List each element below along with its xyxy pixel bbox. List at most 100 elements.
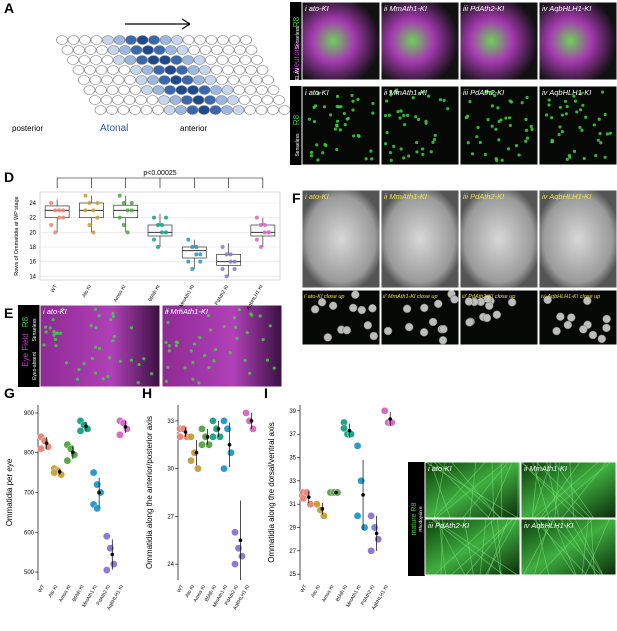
- fiber: [560, 518, 598, 576]
- significance-bracket: [56, 177, 264, 188]
- point: [249, 425, 257, 433]
- ommatidium: [244, 85, 257, 95]
- cell: [198, 335, 202, 340]
- cell: [321, 151, 325, 155]
- fiber: [451, 461, 500, 519]
- point: [49, 223, 54, 227]
- x-tick-label: Ato KI: [310, 584, 322, 599]
- ommatidium: [107, 65, 119, 75]
- point: [156, 245, 160, 249]
- cell: [316, 91, 320, 96]
- cell: [547, 103, 551, 107]
- ommatidium: [124, 75, 136, 85]
- fiber: [554, 461, 594, 519]
- cell: [581, 103, 585, 107]
- ommatidium: [112, 95, 124, 105]
- point: [53, 230, 58, 235]
- fiber: [436, 461, 506, 519]
- ommatidium: [56, 35, 68, 45]
- ommatidium: [211, 45, 223, 55]
- point: [220, 464, 228, 473]
- fiber: [548, 518, 602, 576]
- cell: [197, 381, 201, 385]
- channel-label: mature R8: [411, 503, 418, 536]
- cell: [470, 152, 475, 156]
- cell: [442, 98, 446, 102]
- cell: [560, 113, 564, 117]
- ommatidium: [159, 55, 171, 65]
- channel-label: R8: [21, 316, 30, 327]
- cell: [309, 154, 314, 158]
- point: [37, 444, 45, 453]
- facet: [482, 313, 492, 323]
- ommatidium: [234, 45, 246, 55]
- fiber: [538, 518, 593, 576]
- cell: [565, 104, 569, 109]
- facet: [438, 336, 448, 345]
- mean-point: [84, 424, 88, 429]
- cell: [90, 357, 95, 361]
- facet: [317, 297, 327, 307]
- cell: [500, 158, 504, 162]
- cell: [406, 113, 410, 117]
- frame: [459, 189, 539, 289]
- ommatidium: [222, 45, 235, 55]
- frame: [520, 461, 617, 519]
- cell: [431, 140, 435, 144]
- cell: [322, 105, 327, 109]
- cell: [420, 147, 425, 151]
- annotation: p<0.00025: [143, 170, 176, 177]
- point: [102, 532, 111, 541]
- cell: [478, 140, 482, 145]
- mean-point: [205, 435, 210, 439]
- cell: [356, 133, 360, 138]
- facet: [597, 334, 607, 344]
- facet: [579, 325, 588, 334]
- fiber: [584, 518, 610, 576]
- ommatidium: [181, 95, 193, 105]
- ommatidium: [245, 65, 257, 75]
- cell: [525, 95, 529, 100]
- facet: [583, 296, 592, 306]
- ommatidium: [107, 45, 120, 55]
- cell: [578, 108, 583, 112]
- fiber: [538, 518, 576, 576]
- cell: [179, 308, 183, 312]
- cell: [550, 138, 554, 142]
- cell: [395, 91, 399, 95]
- fiber: [540, 461, 581, 519]
- cell: [497, 119, 501, 124]
- point: [186, 259, 191, 264]
- ommatidium: [233, 65, 246, 75]
- ommatidium: [94, 105, 107, 115]
- ommatidium: [72, 65, 85, 75]
- micrograph: [539, 86, 617, 165]
- cell: [51, 318, 55, 322]
- cell: [52, 333, 56, 337]
- point: [320, 512, 328, 520]
- cell: [52, 329, 56, 334]
- ommatidium: [187, 65, 200, 75]
- cell: [118, 359, 122, 363]
- ommatidium: [130, 45, 143, 55]
- cell: [411, 96, 415, 100]
- cell: [530, 127, 534, 132]
- fiber: [535, 518, 550, 576]
- box: [44, 205, 70, 219]
- cell: [97, 314, 101, 318]
- ommatidium: [101, 75, 113, 85]
- cell: [402, 113, 406, 118]
- cell: [58, 331, 63, 335]
- cell: [558, 125, 562, 129]
- cell: [352, 134, 356, 138]
- cell: [203, 354, 207, 358]
- point: [234, 544, 243, 552]
- ommatidium: [205, 55, 217, 65]
- point: [194, 464, 202, 473]
- point: [313, 500, 321, 508]
- point: [83, 193, 88, 198]
- fiber: [521, 461, 578, 519]
- point: [83, 208, 88, 213]
- cell: [250, 313, 254, 317]
- facet: [342, 325, 352, 335]
